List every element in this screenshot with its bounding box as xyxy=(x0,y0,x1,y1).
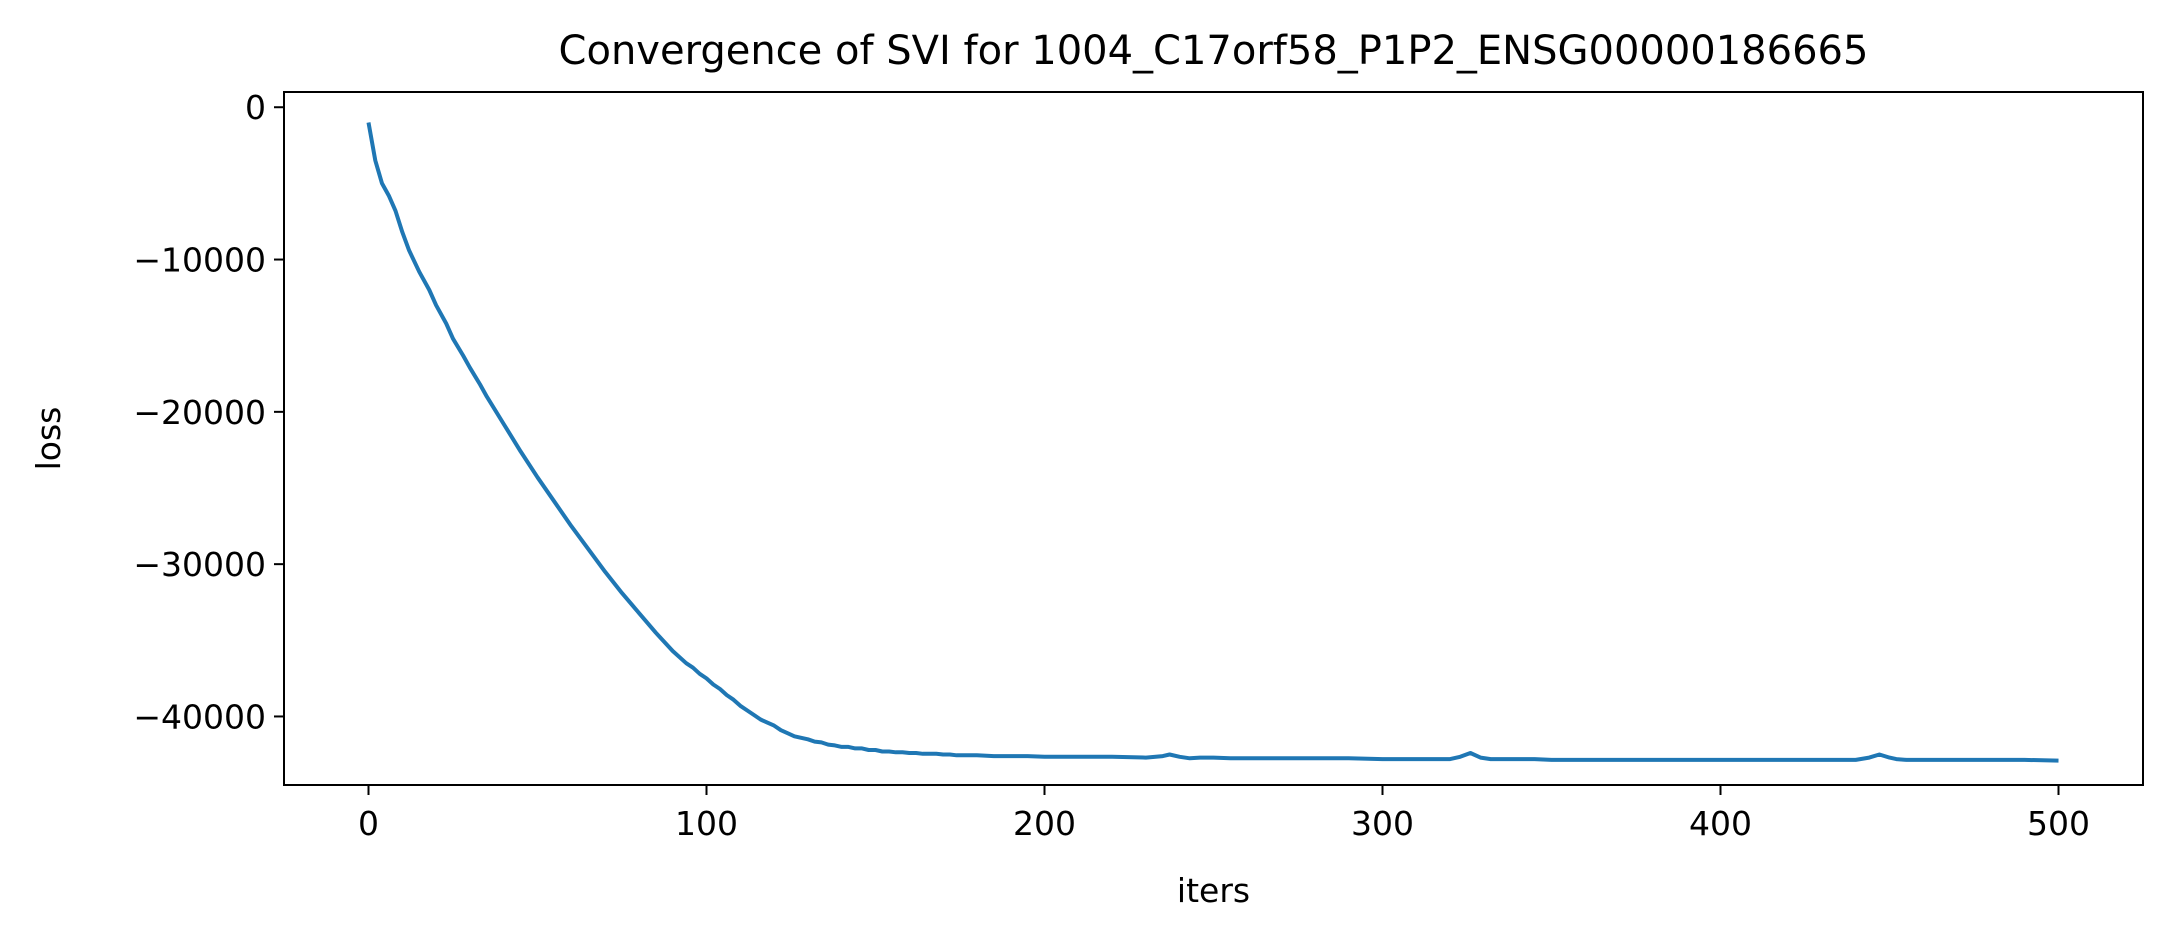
y-tick-label: −40000 xyxy=(133,697,266,736)
y-tick-label: 0 xyxy=(245,88,266,127)
x-tick-label: 500 xyxy=(2027,804,2090,843)
y-axis: 0 −10000 −20000 −30000 −40000 xyxy=(133,88,284,736)
x-tick-label: 200 xyxy=(1013,804,1076,843)
x-tick-label: 300 xyxy=(1351,804,1414,843)
chart-title: Convergence of SVI for 1004_C17orf58_P1P… xyxy=(559,28,1869,74)
y-tick-label: −20000 xyxy=(133,393,266,432)
axes-frame xyxy=(283,91,2144,786)
y-tick-label: −30000 xyxy=(133,545,266,584)
x-tick-label: 400 xyxy=(1689,804,1752,843)
y-tick-label: −10000 xyxy=(133,241,266,280)
x-tick-label: 100 xyxy=(675,804,738,843)
y-axis-label: loss xyxy=(29,407,68,471)
plot-area xyxy=(366,122,2059,763)
x-axis-label: iters xyxy=(1177,871,1250,910)
loss-series-line xyxy=(366,122,2059,763)
x-axis: 0 100 200 300 400 500 xyxy=(358,785,2090,843)
x-tick-label: 0 xyxy=(358,804,379,843)
